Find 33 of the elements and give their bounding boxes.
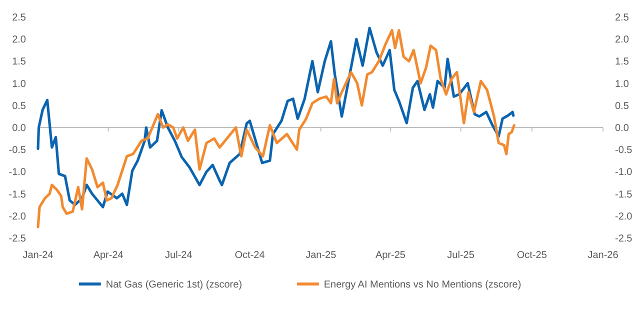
y-tick-label: -0.5 bbox=[8, 145, 26, 156]
y-tick-label: -1.5 bbox=[8, 189, 26, 200]
y-tick-label: -1.0 bbox=[8, 167, 26, 178]
x-tick-label: Oct-25 bbox=[516, 250, 548, 261]
y2-tick-label: -2.5 bbox=[615, 234, 633, 244]
y-tick-label: 0.5 bbox=[12, 100, 26, 112]
y-tick-label: -2.0 bbox=[8, 211, 26, 222]
y2-tick-label: 1.0 bbox=[615, 78, 630, 90]
x-tick-label: Apr-25 bbox=[375, 250, 406, 261]
x-tick-label: Jan-25 bbox=[306, 250, 337, 261]
y-tick-label: 2.5 bbox=[12, 12, 26, 24]
y2-tick-label: 0.0 bbox=[615, 123, 630, 134]
y-tick-label: -2.5 bbox=[8, 234, 26, 244]
legend-label: Nat Gas (Generic 1st) (zscore) bbox=[106, 280, 242, 290]
y-tick-label: 2.0 bbox=[12, 34, 26, 46]
y2-tick-label: 1.5 bbox=[615, 56, 630, 68]
x-tick-label: Jul-25 bbox=[447, 250, 475, 261]
x-tick-label: Apr-24 bbox=[93, 250, 124, 261]
y2-tick-label: 0.5 bbox=[615, 100, 630, 112]
y2-tick-label: -1.0 bbox=[615, 167, 633, 178]
legend-label: Energy AI Mentions vs No Mentions (zscore) bbox=[324, 280, 522, 290]
y-tick-label: 0.0 bbox=[12, 123, 26, 134]
y2-tick-label: 2.5 bbox=[615, 12, 630, 24]
y2-tick-label: 2.0 bbox=[615, 34, 630, 46]
y2-tick-label: -1.5 bbox=[615, 189, 633, 200]
x-tick-label: Jul-24 bbox=[165, 250, 193, 261]
x-tick-label: Oct-24 bbox=[234, 250, 266, 261]
x-tick-label: Jan-26 bbox=[588, 250, 619, 261]
y2-tick-label: -2.0 bbox=[615, 211, 633, 222]
y2-tick-label: -0.5 bbox=[615, 145, 633, 156]
x-tick-label: Jan-24 bbox=[22, 250, 54, 261]
y-tick-label: 1.0 bbox=[12, 78, 26, 90]
y-tick-label: 1.5 bbox=[12, 56, 26, 68]
